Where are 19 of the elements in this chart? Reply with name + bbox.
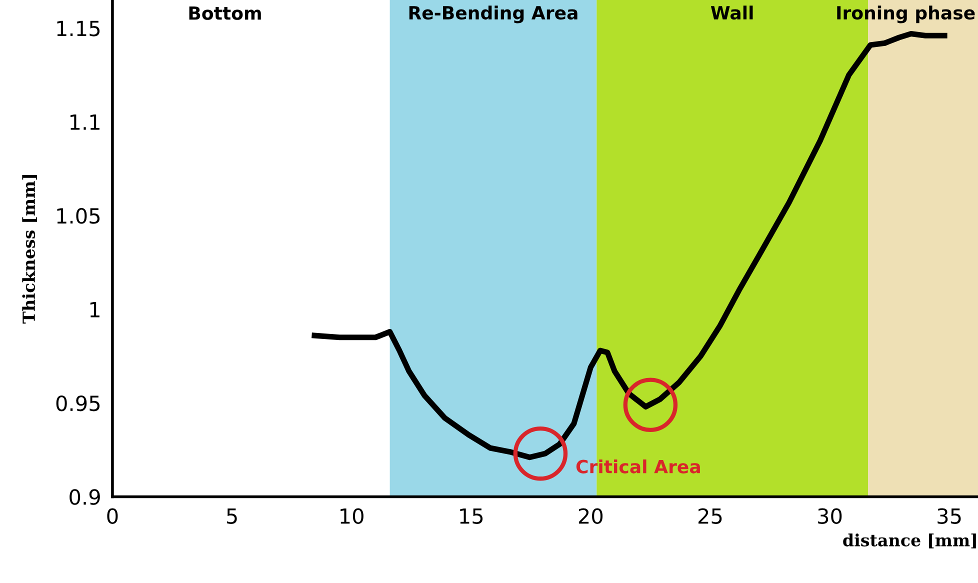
- y-tick-label: 1.05: [57, 208, 100, 224]
- x-tick-label: 5: [227, 508, 237, 524]
- y-tick-label: 0.9: [70, 489, 100, 505]
- band-label: Re-Bending Area: [409, 6, 578, 24]
- x-tick-label: 35: [938, 508, 961, 524]
- y-axis-title: Thickness [mm]: [22, 175, 38, 324]
- y-tick-label: 1.15: [57, 20, 100, 36]
- x-tick-label: 15: [460, 508, 483, 524]
- x-tick-label: 25: [698, 508, 722, 524]
- annotation: Bottom: [189, 6, 261, 20]
- band-label: Wall: [710, 6, 753, 20]
- y-tick-label: 0.95: [56, 395, 100, 412]
- y-tick-label: 1.1: [70, 114, 100, 130]
- x-axis-title: distance [mm]: [843, 534, 976, 548]
- y-tick-label: 1: [90, 302, 100, 318]
- x-tick-label: 20: [578, 508, 603, 524]
- x-tick-label: 30: [818, 508, 842, 524]
- x-tick-label: 10: [340, 508, 364, 524]
- x-tick-label: 0: [107, 508, 118, 524]
